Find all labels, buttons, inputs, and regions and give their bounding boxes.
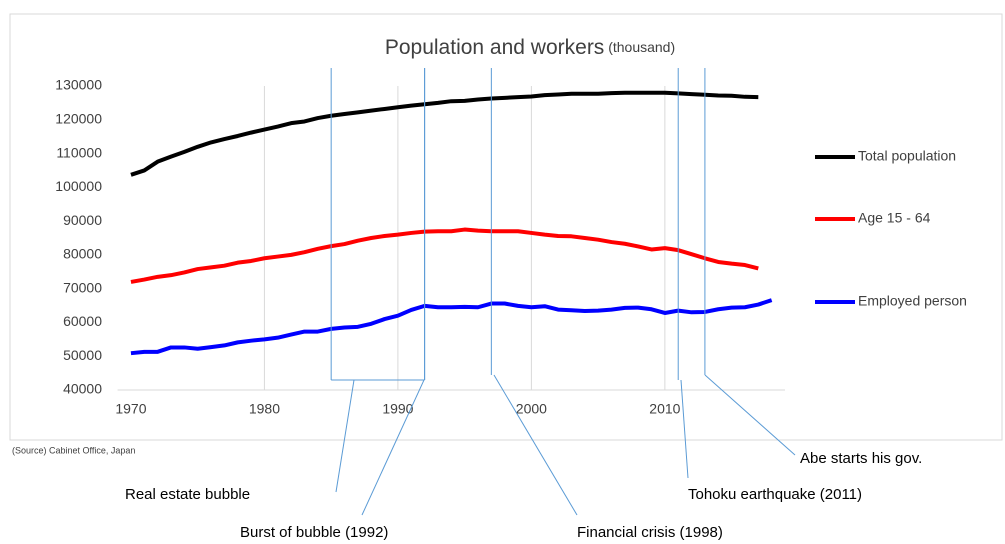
legend-label: Total population <box>858 148 956 164</box>
y-tick-label: 50000 <box>63 347 102 363</box>
series-line <box>130 90 759 177</box>
x-tick-label: 1990 <box>382 401 413 417</box>
callout-line <box>361 379 425 516</box>
series-line <box>130 298 773 356</box>
chart-title: Population and workers (thousand) <box>385 36 675 59</box>
y-tick-label: 120000 <box>55 110 102 126</box>
callout-line <box>335 379 355 493</box>
chart-frame <box>9 13 1003 441</box>
annotation-label: Real estate bubble <box>125 486 250 503</box>
legend-label: Age 15 - 64 <box>858 210 931 226</box>
callout-line <box>680 379 689 479</box>
series-line <box>130 227 759 284</box>
source-note: (Source) Cabinet Office, Japan <box>12 445 135 455</box>
annotation-label: Tohoku earthquake (2011) <box>688 486 862 503</box>
y-tick-label: 130000 <box>55 77 102 93</box>
annotation-label: Abe starts his gov. <box>800 450 922 467</box>
callout-line <box>704 374 796 456</box>
y-tick-label: 60000 <box>63 313 102 329</box>
legend-label: Employed person <box>858 293 967 309</box>
unit-text: (thousand) <box>608 39 675 55</box>
callout-line <box>493 374 578 516</box>
y-tick-label: 70000 <box>63 279 102 295</box>
title-text: Population and workers <box>385 36 604 59</box>
y-tick-label: 110000 <box>56 144 102 160</box>
x-tick-label: 1980 <box>249 401 280 417</box>
y-tick-label: 80000 <box>63 246 102 262</box>
x-tick-label: 1970 <box>115 401 146 417</box>
x-tick-label: 2000 <box>516 401 547 417</box>
annotation-label: Financial crisis (1998) <box>577 524 723 541</box>
y-tick-label: 40000 <box>63 381 102 397</box>
annotation-label: Burst of bubble (1992) <box>240 524 388 541</box>
y-tick-label: 100000 <box>55 178 102 194</box>
x-tick-label: 2010 <box>649 401 680 417</box>
y-tick-label: 90000 <box>63 212 102 228</box>
